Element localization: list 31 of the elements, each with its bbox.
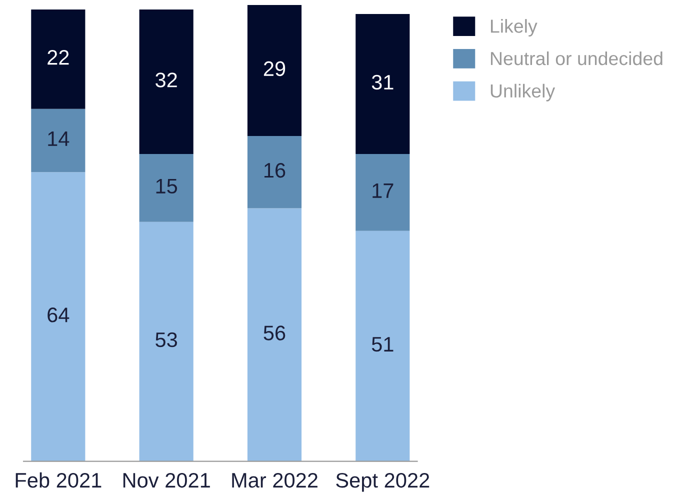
bar bbox=[139, 154, 194, 222]
x-tick-label: Feb 2021 bbox=[16, 472, 102, 488]
x-tick-label: Nov 2021 bbox=[123, 472, 210, 488]
data-label: 64 bbox=[48, 308, 70, 322]
bar bbox=[31, 9, 86, 109]
data-label: 17 bbox=[372, 184, 394, 198]
data-label: 56 bbox=[264, 326, 286, 340]
bar bbox=[247, 208, 302, 462]
data-label: 16 bbox=[264, 162, 286, 178]
bar bbox=[139, 9, 194, 154]
data-label: 29 bbox=[264, 61, 286, 76]
x-tick-label: Sept 2022 bbox=[336, 472, 430, 492]
bar bbox=[31, 108, 86, 172]
bar bbox=[247, 4, 302, 136]
legend-label: Unlikely bbox=[490, 84, 556, 102]
data-label: 31 bbox=[372, 74, 394, 90]
data-label: 15 bbox=[156, 178, 178, 194]
legend-label: Likely bbox=[490, 19, 538, 37]
bar bbox=[356, 230, 410, 462]
data-label: 14 bbox=[48, 132, 70, 146]
bar bbox=[356, 14, 410, 154]
data-label: 51 bbox=[372, 337, 394, 352]
data-label: 32 bbox=[156, 72, 177, 88]
data-label: 22 bbox=[48, 50, 69, 65]
bar bbox=[139, 222, 194, 462]
bar bbox=[356, 154, 410, 231]
data-label: 53 bbox=[156, 332, 177, 348]
x-tick-label: Mar 2022 bbox=[232, 472, 318, 488]
bar bbox=[247, 136, 302, 208]
legend-label: Neutral or undecided bbox=[490, 51, 662, 66]
bar bbox=[31, 172, 86, 462]
